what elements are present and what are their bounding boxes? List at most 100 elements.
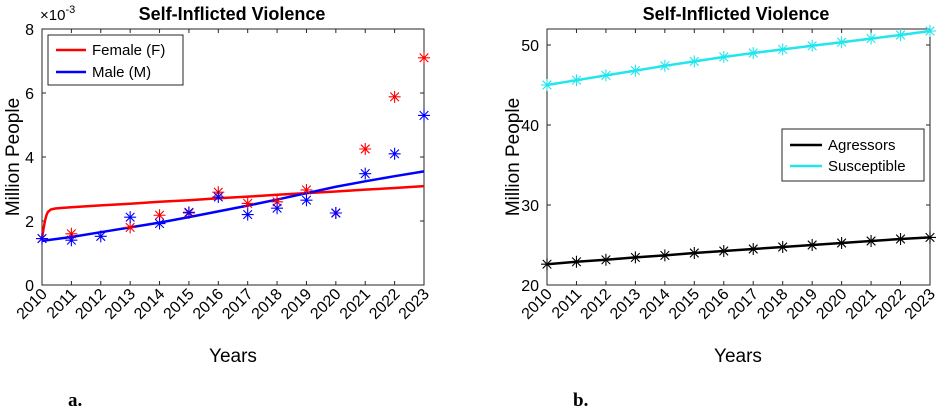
chart-a-legend-label-female: Female (F) <box>92 42 165 59</box>
chart-b-y-tick-label: 40 <box>521 118 539 135</box>
chart-a-x-tick-label: 2011 <box>44 286 80 322</box>
chart-b-x-tick-label: 2014 <box>636 286 673 323</box>
chart-a-x-tick-label: 2020 <box>307 286 344 323</box>
chart-a-x-tick-label: 2013 <box>102 286 139 323</box>
chart-b-marker-1 <box>688 55 701 68</box>
chart-a-fit-lines <box>40 170 425 243</box>
chart-a-x-tick-label: 2015 <box>161 286 198 323</box>
chart-a-y-ticks: 0 2 4 6 8 <box>25 22 424 295</box>
chart-b-marker-1 <box>570 74 583 87</box>
chart-a-marker-1 <box>153 217 166 230</box>
chart-a-marker-1 <box>36 232 48 245</box>
chart-b-marker-0 <box>865 235 878 247</box>
chart-b-series-line-1 <box>546 29 931 87</box>
chart-b-marker-0 <box>599 253 612 266</box>
chart-b-x-tick-label: 2023 <box>902 286 939 323</box>
chart-b-x-tick-label: 2020 <box>813 286 850 323</box>
chart-b-marker-0 <box>717 245 730 257</box>
chart-a-x-tick-label: 2012 <box>72 286 109 323</box>
chart-b-marker-1 <box>806 39 819 52</box>
chart-a-y-tick-label: 6 <box>25 86 34 103</box>
chart-a-y-axis-label: Million People <box>3 98 24 216</box>
chart-b-marker-0 <box>835 237 848 249</box>
chart-b-marker-0 <box>658 249 671 262</box>
chart-a-series-line-1 <box>41 170 425 243</box>
chart-a-marker-1 <box>388 147 401 160</box>
chart-a-marker-1 <box>300 194 313 207</box>
chart-a-legend: Female (F) Male (M) <box>47 34 184 86</box>
chart-a-marker-1 <box>359 167 372 180</box>
chart-b-y-tick-label: 30 <box>521 198 539 215</box>
chart-a-x-tick-label: 2016 <box>190 286 227 323</box>
chart-b-marker-1 <box>776 43 789 56</box>
chart-b-marker-1 <box>924 25 936 37</box>
chart-b-x-tick-label: 2019 <box>784 286 821 323</box>
chart-b-x-tick-label: 2012 <box>578 286 615 323</box>
chart-b-x-tick-label: 2016 <box>695 286 732 323</box>
chart-b-marker-0 <box>541 258 553 271</box>
chart-b-marker-0 <box>894 233 907 245</box>
chart-b-marker-1 <box>717 51 730 63</box>
chart-a-marker-1 <box>241 208 254 221</box>
chart-b-x-tick-label: 2015 <box>666 286 703 323</box>
chart-b-marker-1 <box>541 79 553 91</box>
chart-b-x-tick-label: 2017 <box>725 286 762 323</box>
chart-b-x-tick-label: 2013 <box>607 286 644 323</box>
chart-b-legend-box <box>781 128 925 182</box>
chart-b-markers <box>541 25 936 271</box>
chart-b-x-axis-label: Years <box>714 346 762 367</box>
chart-b-legend-label-susceptible: Susceptible <box>828 158 906 175</box>
chart-a-marker-0 <box>153 209 166 222</box>
chart-b-marker-1 <box>658 59 671 72</box>
chart-a-marker-0 <box>418 51 430 64</box>
chart-a-x-tick-label: 2017 <box>219 286 256 323</box>
chart-a-marker-1 <box>124 211 137 224</box>
chart-a-marker-0 <box>241 197 254 210</box>
chart-a-y-tick-label: 8 <box>25 22 34 39</box>
chart-a-y-multiplier: ×10-3 <box>40 4 75 24</box>
chart-b-marker-0 <box>924 231 936 244</box>
chart-a-x-tick-label: 2019 <box>278 286 315 323</box>
chart-a-marker-1 <box>271 202 284 215</box>
chart-b-title: Self-Inflicted Violence <box>643 4 830 24</box>
chart-b-marker-0 <box>747 243 760 255</box>
chart-a-x-tick-label: 2014 <box>131 286 168 323</box>
chart-b-y-tick-label: 20 <box>521 278 539 295</box>
chart-a-x-tick-label: 2021 <box>337 286 374 323</box>
chart-b-marker-1 <box>747 47 760 59</box>
chart-b-marker-1 <box>865 32 878 45</box>
chart-b-y-axis-label: Million People <box>503 98 524 216</box>
chart-a-marker-0 <box>359 143 372 155</box>
chart-b-legend-label-agressors: Agressors <box>828 137 896 154</box>
chart-a-marker-0 <box>124 221 137 234</box>
chart-b-x-tick-label: 2011 <box>549 286 585 322</box>
panel-label-a: a. <box>68 390 82 411</box>
chart-a-y-multiplier-exponent: -3 <box>65 4 75 16</box>
panel-label-b: b. <box>573 390 588 411</box>
chart-b-x-tick-label: 2022 <box>872 286 909 323</box>
chart-a-legend-label-male: Male (M) <box>92 64 151 81</box>
chart-b-marker-0 <box>776 241 789 253</box>
chart-b-marker-0 <box>806 239 819 251</box>
chart-b-marker-0 <box>688 247 701 259</box>
chart-a-marker-0 <box>388 90 401 103</box>
chart-a-x-tick-label: 2023 <box>396 286 433 323</box>
chart-b-marker-0 <box>629 251 642 264</box>
chart-a-legend-box <box>47 34 184 86</box>
chart-a-marker-1 <box>212 191 225 203</box>
chart-b-y-ticks: 20 30 40 50 <box>521 38 930 295</box>
chart-a-x-tick-label: 2022 <box>366 286 403 323</box>
chart-a-x-tick-label: 2010 <box>14 286 51 323</box>
chart-a-x-tick-label: 2018 <box>249 286 286 323</box>
chart-a-y-tick-label: 4 <box>25 150 34 167</box>
chart-a-title: Self-Inflicted Violence <box>139 4 326 24</box>
chart-b-marker-1 <box>894 29 907 41</box>
chart-a-marker-1 <box>329 207 342 219</box>
chart-b-marker-0 <box>570 255 583 268</box>
chart-b-marker-1 <box>599 69 612 82</box>
chart-a-marker-1 <box>65 234 78 247</box>
chart-a-marker-0 <box>300 183 313 196</box>
chart-a-x-axis-label: Years <box>209 346 257 367</box>
